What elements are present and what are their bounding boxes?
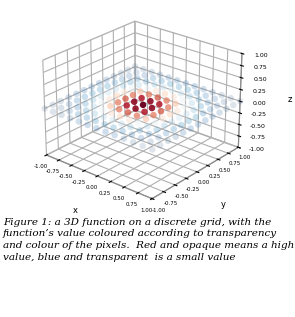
Text: Figure 1: a 3D function on a discrete grid, with the
function’s value coloured a: Figure 1: a 3D function on a discrete gr… (3, 217, 294, 262)
X-axis label: x: x (73, 206, 78, 215)
Y-axis label: y: y (220, 200, 225, 209)
